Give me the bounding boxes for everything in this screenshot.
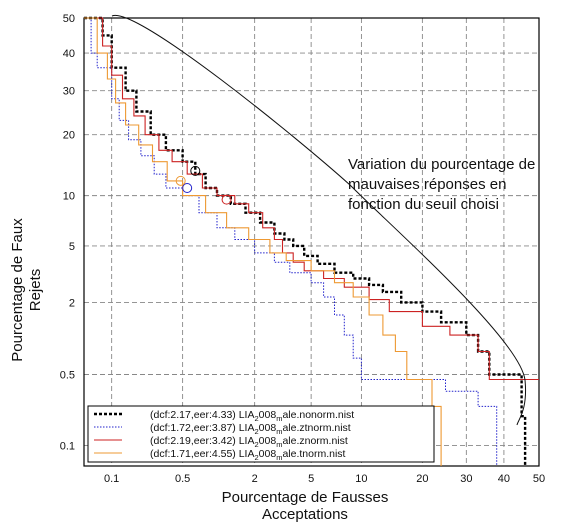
y-tick-label: 0.1 xyxy=(60,440,75,452)
x-axis-title: Pourcentage de Fausses Acceptations xyxy=(222,489,389,522)
x-tick-label: 50 xyxy=(533,473,545,485)
y-tick-label: 40 xyxy=(63,48,75,60)
tick-labels: 0.1 0.5 2 5 10 20 30 40 50 0.1 0.5 2 5 10 20 30 40 50 xyxy=(60,13,545,485)
legend-box xyxy=(87,405,435,463)
series-line-4 xyxy=(84,17,442,466)
eer-marker-4 xyxy=(175,175,186,186)
eer-marker-3 xyxy=(221,194,232,205)
y-tick-label: 5 xyxy=(69,241,75,253)
plot-frame xyxy=(83,17,540,467)
annotation-line-1: Variation du pourcentage de xyxy=(348,156,535,173)
annotation-line-3: fonction du seuil choisi xyxy=(348,196,499,213)
x-tick-label: 30 xyxy=(460,473,472,485)
y-tick-label: 20 xyxy=(63,130,75,142)
x-tick-label: 20 xyxy=(416,473,428,485)
y-tick-label: 0.5 xyxy=(60,369,75,381)
series-line-1 xyxy=(84,16,527,466)
series-line-3 xyxy=(84,17,539,381)
legend: (dcf:2.17,eer:4.33) LIA2008male.nonorm.n… xyxy=(87,405,435,463)
y-tick-label: 10 xyxy=(63,191,75,203)
series-line-2 xyxy=(84,17,498,466)
eer-markers xyxy=(175,165,232,205)
x-tick-label: 5 xyxy=(308,473,314,485)
y-tick-label: 2 xyxy=(69,297,75,309)
legend-entries: (dcf:2.17,eer:4.33) LIA2008male.nonorm.n… xyxy=(94,409,354,462)
y-tick-label: 30 xyxy=(63,86,75,98)
eer-marker-1 xyxy=(190,165,201,176)
x-tick-label: 0.5 xyxy=(175,473,190,485)
series-lines xyxy=(84,16,539,466)
x-tick-label: 0.1 xyxy=(104,473,119,485)
x-tick-label: 2 xyxy=(252,473,258,485)
annotation-bracket-curve xyxy=(111,14,527,426)
y-tick-label: 50 xyxy=(63,13,75,25)
x-tick-label: 40 xyxy=(498,473,510,485)
legend-label-1: (dcf:2.17,eer:4.33) LIA2008male.nonorm.n… xyxy=(150,409,354,423)
y-axis-title: Pourcentage de FauxRejets xyxy=(9,218,44,362)
x-tick-label: 10 xyxy=(355,473,367,485)
legend-label-2: (dcf:1.72,eer:3.87) LIA2008male.ztnorm.n… xyxy=(150,422,351,436)
legend-label-4: (dcf:1.71,eer:4.55) LIA2008male.tnorm.ni… xyxy=(150,448,346,462)
legend-label-3: (dcf:2.19,eer:3.42) LIA2008male.znorm.ni… xyxy=(150,435,348,449)
grid xyxy=(84,17,540,466)
eer-marker-2 xyxy=(182,182,193,193)
annotation-line-2: mauvaises réponses en xyxy=(348,176,506,193)
